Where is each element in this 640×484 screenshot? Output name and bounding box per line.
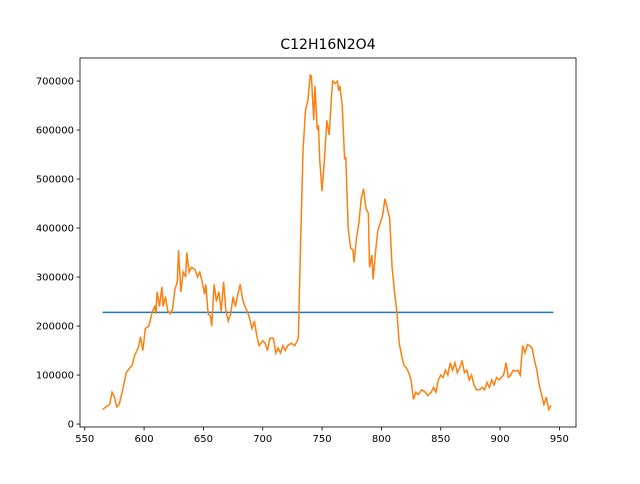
series-line (102, 73, 552, 412)
y-tick-label: 300000 (36, 273, 74, 284)
y-tick-label: 700000 (36, 77, 74, 88)
y-tick-label: 500000 (36, 175, 74, 186)
x-tick-label: 650 (194, 434, 213, 445)
x-tick-label: 850 (431, 434, 450, 445)
x-tick-label: 600 (135, 434, 154, 445)
y-tick-label: 100000 (36, 371, 74, 382)
y-tick-label: 200000 (36, 322, 74, 333)
x-tick-label: 750 (313, 434, 332, 445)
y-tick-label: 600000 (36, 126, 74, 137)
x-tick-label: 700 (253, 434, 272, 445)
x-tick-label: 800 (372, 434, 391, 445)
chart-title: C12H16N2O4 (280, 37, 375, 53)
y-tick-label: 400000 (36, 224, 74, 235)
x-tick-label: 900 (491, 434, 510, 445)
x-tick-label: 950 (550, 434, 569, 445)
x-tick-label: 550 (75, 434, 94, 445)
y-tick-label: 0 (68, 420, 74, 431)
plot-frame (79, 57, 577, 428)
